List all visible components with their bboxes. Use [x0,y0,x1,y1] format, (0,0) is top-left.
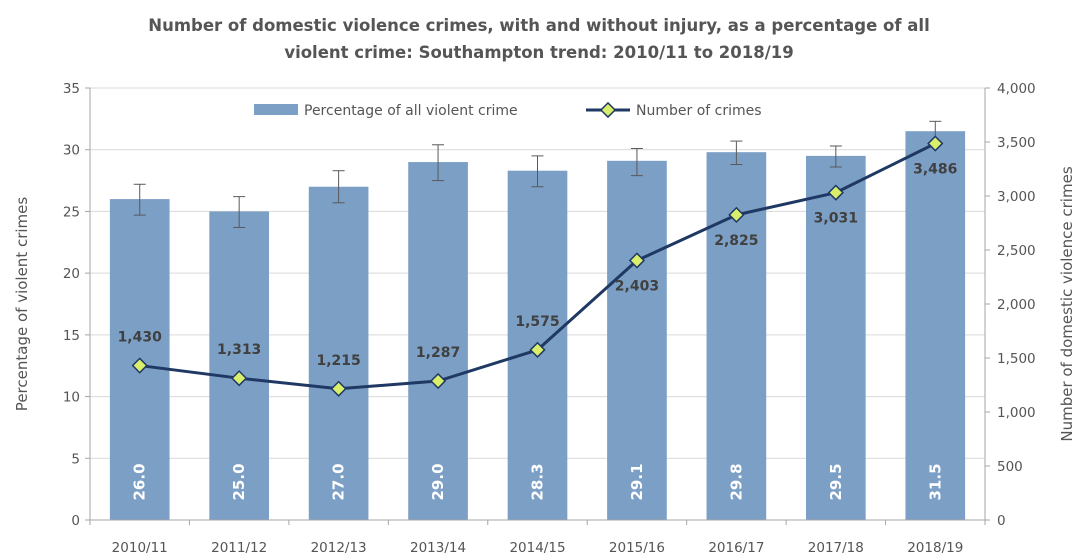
y-left-tick-label: 0 [71,513,80,529]
line-marker [529,341,546,359]
legend-label-bar: Percentage of all violent crime [304,103,518,119]
y-left-tick-label: 25 [63,204,80,220]
x-tick-label: 2011/12 [211,540,267,556]
chart-title-line-2: violent crime: Southampton trend: 2010/1… [284,43,793,62]
bar [408,162,468,521]
bar [209,211,269,520]
y-right-tick-label: 4,000 [997,81,1036,97]
y-right-tick-label: 1,000 [997,405,1036,421]
line-value-label: 2,403 [615,278,659,294]
line-marker [628,252,646,269]
bar-value-label: 29.5 [827,463,845,500]
bar-series [109,131,966,521]
y-right-axis-title: Number of domestic violence crimes [1058,166,1076,441]
line-marker [131,357,148,374]
x-tick-label: 2017/18 [808,540,864,556]
y-right-tick-label: 1,500 [997,351,1036,367]
bar [607,160,667,520]
x-tick-label: 2016/17 [708,540,764,556]
x-tick-label: 2013/14 [410,540,466,556]
bar-value-label: 28.3 [529,463,547,500]
bar [905,131,966,520]
line-value-label: 2,825 [714,233,758,249]
line-marker [429,372,447,390]
y-left-tick-label: 15 [63,328,80,344]
x-tick-label: 2010/11 [112,540,168,556]
y-right-tick-label: 0 [997,513,1006,529]
bar-value-label: 29.8 [727,463,745,500]
chart-title-line-1: Number of domestic violence crimes, with… [148,16,929,35]
line-marker [231,370,248,387]
line-marker [927,135,944,152]
bar [806,155,866,520]
y-left-tick-label: 5 [71,451,80,467]
line-series [131,135,944,397]
line-value-label: 3,031 [814,211,858,227]
data-labels: 26.0 25.0 27.0 29.0 28.3 29.1 29.8 29.5 31.5 1,43… [118,162,958,501]
bar [308,186,369,520]
legend-swatch-bar [254,104,298,115]
line-value-label: 1,575 [515,314,559,330]
line-value-label: 1,215 [316,353,360,369]
y-left-tick-label: 10 [63,390,80,406]
bar-value-label: 25.0 [230,463,248,500]
y-right-tick-label: 3,500 [997,135,1036,151]
y-left-tick-label: 30 [63,143,80,159]
y-left-tick-label: 20 [63,266,80,282]
y-left-axis-title: Percentage of violent crimes [13,197,31,412]
legend: Percentage of all violent crime Number o… [254,101,762,119]
bar-value-label: 29.0 [429,463,447,500]
legend-swatch-marker [599,101,617,119]
legend-label-line: Number of crimes [636,103,762,119]
x-tick-label: 2015/16 [609,540,665,556]
y-right-tick-label: 2,000 [997,297,1036,313]
y-left-tick-label: 35 [63,81,80,97]
line-marker [728,206,745,224]
line-marker [827,184,844,201]
bar-value-label: 31.5 [926,463,944,500]
y-right-tick-label: 3,000 [997,189,1036,205]
x-tick-label: 2012/13 [311,540,367,556]
bar-value-label: 26.0 [131,463,149,500]
x-tick-label: 2014/15 [509,540,565,556]
bar-value-label: 27.0 [330,463,348,500]
line-value-label: 1,313 [217,342,261,358]
y-right-tick-label: 2,500 [997,243,1036,259]
line-value-label: 3,486 [913,162,957,178]
y-right-tick-label: 500 [997,459,1023,475]
line-value-label: 1,430 [118,330,163,346]
line-value-label: 1,287 [416,345,460,361]
line-marker [330,380,347,397]
axes: 0 5 10 15 20 25 30 35 0 500 1,000 1,500 2,000 2,500 3,… [63,81,1036,556]
bar-value-label: 29.1 [628,463,646,500]
x-tick-label: 2018/19 [907,540,963,556]
